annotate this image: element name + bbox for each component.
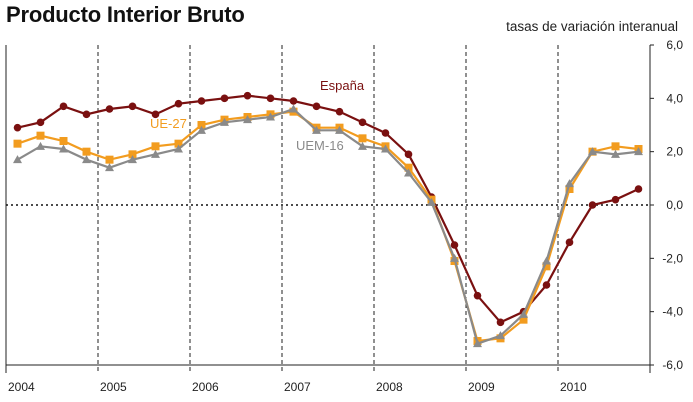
data-point (174, 139, 183, 148)
data-point (105, 155, 114, 164)
y-tick-label: -4,0 (662, 305, 683, 319)
data-point (151, 142, 160, 151)
series-label: UE-27 (150, 116, 187, 131)
data-point (82, 155, 91, 164)
data-point (335, 125, 344, 134)
x-tick-label: 2005 (100, 380, 127, 394)
data-point (381, 129, 390, 137)
chart-title: Producto Interior Bruto (6, 2, 245, 27)
x-tick-label: 2009 (468, 380, 495, 394)
x-tick-label: 2006 (192, 380, 219, 394)
data-point (611, 195, 620, 204)
data-point (105, 105, 114, 113)
data-point (36, 141, 45, 150)
data-point (243, 91, 252, 100)
data-point (611, 142, 620, 151)
x-tick-label: 2008 (376, 380, 403, 394)
data-point (105, 163, 114, 172)
series-line-1 (17, 94, 639, 324)
data-point (59, 144, 68, 153)
data-point (13, 123, 22, 132)
data-point (565, 179, 574, 188)
data-point (496, 331, 505, 340)
x-tick-label: 2007 (284, 380, 311, 394)
data-point (358, 141, 367, 150)
data-point (634, 147, 643, 156)
y-tick-label: 4,0 (666, 91, 683, 105)
data-point (404, 168, 413, 177)
data-point (542, 256, 551, 265)
data-point (588, 147, 597, 156)
data-point (82, 147, 91, 156)
y-tick-label: 0,0 (666, 198, 683, 212)
y-tick-label: 6,0 (666, 38, 683, 52)
data-point (220, 94, 229, 103)
data-point (381, 144, 390, 153)
data-point (36, 118, 45, 127)
data-point (404, 163, 413, 172)
data-point (36, 131, 45, 140)
series-label: UEM-16 (296, 138, 344, 153)
data-point (243, 115, 252, 124)
y-tick-label: -6,0 (662, 358, 683, 372)
data-point (197, 97, 206, 105)
data-point (496, 318, 505, 327)
data-point (519, 309, 528, 318)
data-point (450, 253, 459, 262)
data-point (151, 149, 160, 158)
data-point (611, 149, 620, 158)
x-tick-label: 2010 (560, 380, 587, 394)
data-point (358, 134, 367, 143)
data-point (289, 97, 298, 105)
data-point (82, 110, 91, 119)
data-point (128, 155, 137, 164)
series-line-3 (16, 107, 639, 346)
series-label: España (320, 78, 365, 93)
data-point (266, 112, 275, 121)
x-tick-label: 2004 (8, 380, 35, 394)
data-point (634, 185, 643, 193)
data-point (450, 241, 459, 249)
y-tick-label: -2,0 (662, 251, 683, 265)
data-point (197, 125, 206, 134)
data-point (542, 262, 551, 271)
data-point (473, 339, 482, 348)
data-point (289, 104, 298, 113)
data-point (128, 150, 137, 159)
data-point (565, 238, 574, 247)
data-point (335, 107, 344, 116)
data-point (519, 315, 528, 324)
data-point (174, 144, 183, 153)
data-point (266, 94, 275, 103)
data-point (220, 117, 229, 126)
data-point (473, 291, 482, 300)
data-point (312, 125, 321, 134)
y-tick-label: 2,0 (666, 145, 683, 159)
data-point (174, 99, 183, 108)
data-point (565, 185, 574, 193)
data-point (59, 137, 68, 145)
data-point (588, 201, 597, 209)
data-point (13, 155, 22, 164)
data-point (13, 139, 22, 148)
data-point (404, 150, 413, 159)
data-point (542, 281, 551, 289)
data-point (358, 118, 367, 127)
data-point (128, 102, 137, 111)
data-point (312, 102, 321, 111)
data-point (197, 121, 206, 129)
data-point (151, 110, 160, 119)
chart-subtitle: tasas de variación interanual (506, 19, 678, 34)
series-line-2 (17, 110, 639, 343)
data-point (427, 197, 436, 206)
data-point (59, 102, 68, 111)
